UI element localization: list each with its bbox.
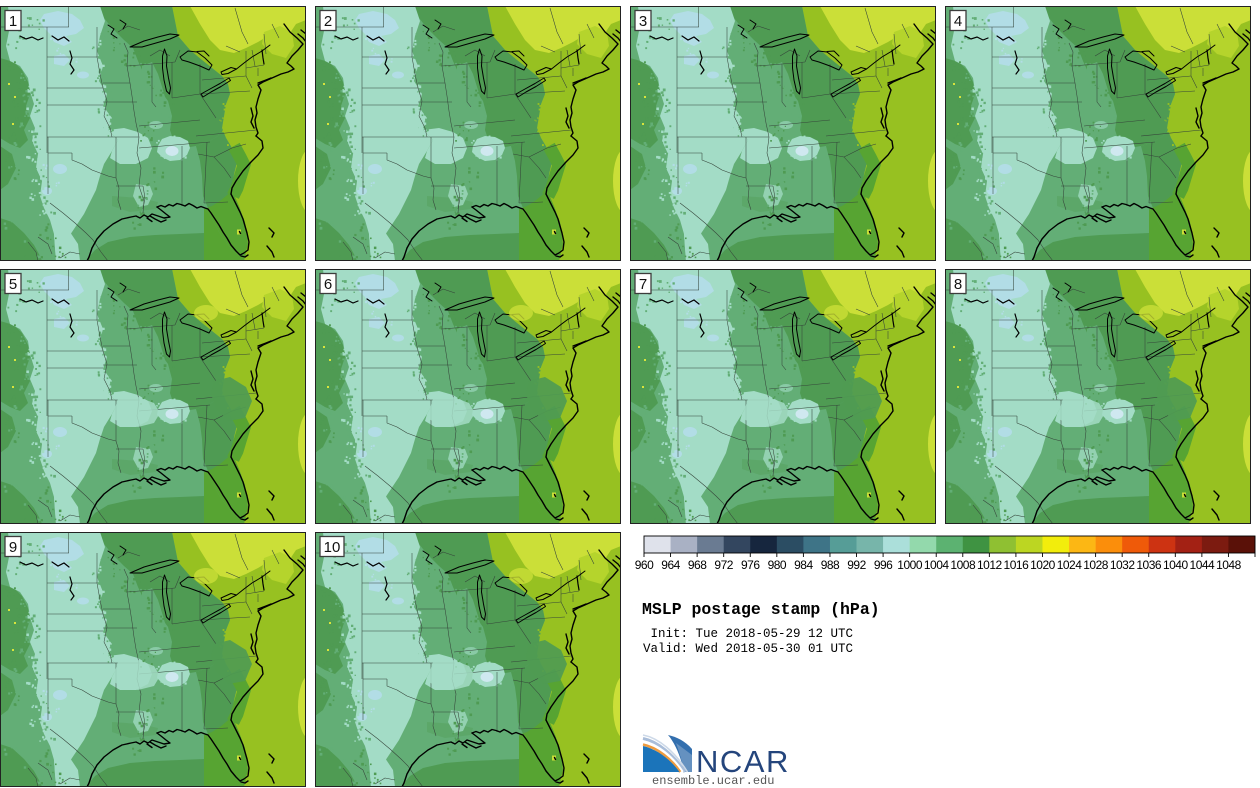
svg-text:964: 964 <box>661 558 680 572</box>
svg-text:972: 972 <box>714 558 733 572</box>
svg-text:1032: 1032 <box>1110 558 1136 572</box>
svg-text:1048: 1048 <box>1216 558 1242 572</box>
svg-text:7: 7 <box>639 276 647 293</box>
svg-text:992: 992 <box>847 558 866 572</box>
svg-text:NCAR: NCAR <box>696 744 790 779</box>
svg-text:2: 2 <box>324 13 332 30</box>
svg-text:1000: 1000 <box>897 558 923 572</box>
svg-text:968: 968 <box>688 558 707 572</box>
svg-text:1004: 1004 <box>924 558 950 572</box>
svg-text:996: 996 <box>874 558 893 572</box>
svg-text:6: 6 <box>324 276 332 293</box>
svg-text:3: 3 <box>639 13 647 30</box>
svg-text:MSLP postage stamp (hPa): MSLP postage stamp (hPa) <box>642 600 880 619</box>
svg-text:1008: 1008 <box>950 558 976 572</box>
svg-text:988: 988 <box>821 558 840 572</box>
svg-text:4: 4 <box>954 13 962 30</box>
svg-text:5: 5 <box>9 276 17 293</box>
svg-text:980: 980 <box>768 558 787 572</box>
svg-text:1028: 1028 <box>1083 558 1109 572</box>
svg-text:8: 8 <box>954 276 962 293</box>
svg-text:960: 960 <box>635 558 654 572</box>
svg-text:976: 976 <box>741 558 760 572</box>
svg-text:1040: 1040 <box>1163 558 1189 572</box>
svg-text:Init: Tue 2018-05-29 12 UTC: Init: Tue 2018-05-29 12 UTC <box>643 627 853 641</box>
svg-text:984: 984 <box>794 558 813 572</box>
svg-text:1036: 1036 <box>1136 558 1162 572</box>
svg-text:1024: 1024 <box>1057 558 1083 572</box>
svg-text:ensemble.ucar.edu: ensemble.ucar.edu <box>652 774 774 788</box>
svg-text:1016: 1016 <box>1004 558 1030 572</box>
svg-text:1020: 1020 <box>1030 558 1056 572</box>
svg-text:10: 10 <box>324 539 341 556</box>
svg-text:9: 9 <box>9 539 17 556</box>
svg-text:1: 1 <box>9 13 17 30</box>
svg-text:1044: 1044 <box>1190 558 1216 572</box>
svg-text:1012: 1012 <box>977 558 1003 572</box>
svg-text:Valid: Wed 2018-05-30 01 UTC: Valid: Wed 2018-05-30 01 UTC <box>643 642 853 656</box>
